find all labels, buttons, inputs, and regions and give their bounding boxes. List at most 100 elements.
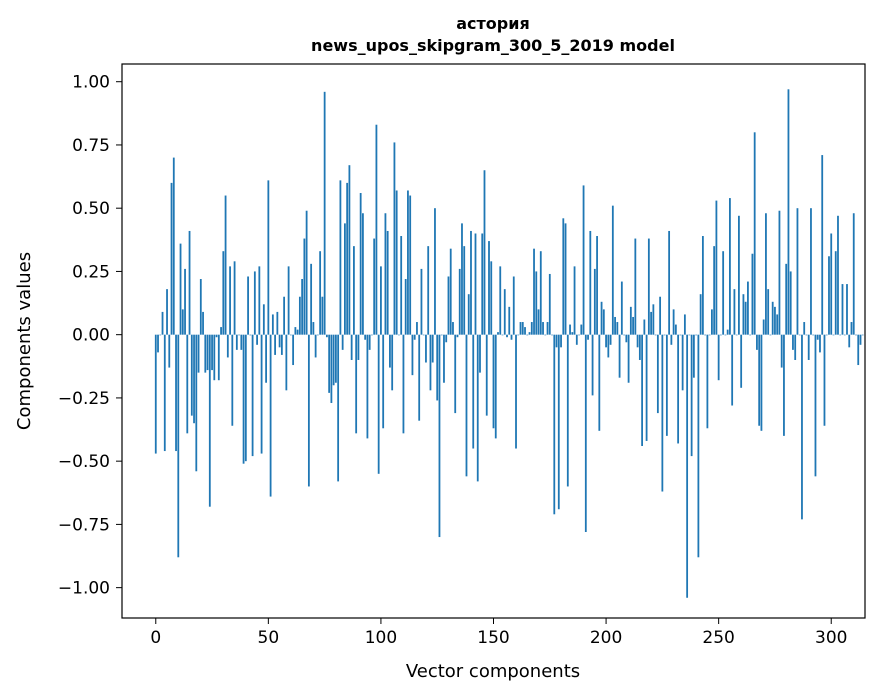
bar (452, 322, 454, 335)
bar (341, 334, 344, 350)
bar (695, 334, 698, 336)
bar (334, 334, 337, 383)
bar (636, 334, 639, 348)
bar (861, 334, 864, 336)
bar (470, 230, 472, 335)
bar (742, 294, 745, 335)
bar (722, 251, 725, 335)
x-axis-label: Vector components (406, 661, 580, 682)
y-axis-label: Components values (14, 252, 35, 430)
bar (679, 334, 682, 336)
bar (774, 306, 776, 335)
bar (476, 334, 479, 482)
bar (265, 334, 267, 383)
bar (506, 334, 508, 338)
bar (296, 329, 299, 335)
x-axis-ticks: 0 50 100 150 200 250 300 (150, 618, 847, 648)
bar (454, 334, 457, 414)
bar (823, 334, 826, 426)
bar (168, 334, 171, 368)
bar (652, 304, 655, 335)
bar (566, 334, 569, 487)
bar (276, 311, 279, 335)
bar (197, 334, 200, 373)
bar (485, 334, 488, 416)
bar (463, 246, 466, 335)
bar (519, 322, 522, 335)
bar (501, 334, 504, 336)
y-axis-ticks: 1.00 0.75 0.50 0.25 0.00 −0.25 −0.50 −0.75 −1.00 (58, 73, 122, 599)
bar (672, 309, 675, 335)
bar (319, 251, 322, 335)
bar (481, 233, 484, 335)
bar (400, 236, 403, 335)
bar (339, 180, 342, 335)
bar (384, 213, 387, 335)
bar (427, 246, 430, 335)
bar (605, 334, 607, 348)
bar (803, 322, 806, 335)
bar (226, 334, 229, 358)
bar (587, 334, 589, 340)
bar (812, 334, 815, 336)
bar (195, 334, 198, 472)
bar (258, 266, 261, 335)
bar (789, 271, 792, 335)
bar (715, 200, 718, 335)
bar (247, 276, 249, 335)
x-tick-label: 50 (258, 628, 280, 648)
y-tick-label: 0.50 (72, 199, 110, 219)
bar (697, 334, 700, 558)
bar (535, 271, 538, 335)
bar (807, 334, 810, 360)
bar (280, 334, 283, 355)
bar (373, 238, 376, 335)
bar (242, 334, 245, 464)
bar (292, 334, 295, 366)
bar (562, 218, 565, 335)
bar (314, 334, 317, 358)
bar (494, 334, 497, 439)
bar (303, 238, 306, 335)
bar (837, 215, 839, 335)
bar (499, 266, 502, 335)
bar (665, 334, 668, 436)
bar (557, 334, 560, 510)
bar (377, 334, 380, 474)
bar (792, 334, 794, 350)
bar (548, 273, 551, 335)
bar (321, 296, 324, 335)
bar (366, 334, 369, 439)
bar (717, 334, 720, 381)
bar (307, 334, 310, 487)
bar (780, 334, 783, 368)
bar (238, 334, 240, 336)
bar (202, 311, 204, 335)
bar (805, 334, 808, 336)
bar (440, 334, 443, 336)
bar (163, 334, 166, 452)
y-tick-label: 0.75 (72, 136, 110, 156)
bars-layer (154, 89, 864, 598)
bar (285, 334, 288, 391)
bar (638, 334, 641, 360)
bar (711, 309, 713, 335)
bar (434, 208, 436, 335)
bar (778, 210, 781, 335)
bar (738, 215, 740, 335)
bar (224, 195, 227, 335)
bar (490, 261, 493, 335)
bar (256, 334, 258, 345)
bar (431, 334, 434, 363)
bar (798, 334, 801, 336)
bar (670, 334, 673, 345)
bar (458, 268, 461, 335)
bar (386, 230, 389, 335)
y-tick-label: 0.00 (72, 326, 110, 346)
x-tick-label: 100 (365, 628, 397, 648)
bar (656, 334, 659, 414)
bar (233, 261, 236, 335)
bar (855, 334, 857, 336)
bar (623, 334, 625, 336)
